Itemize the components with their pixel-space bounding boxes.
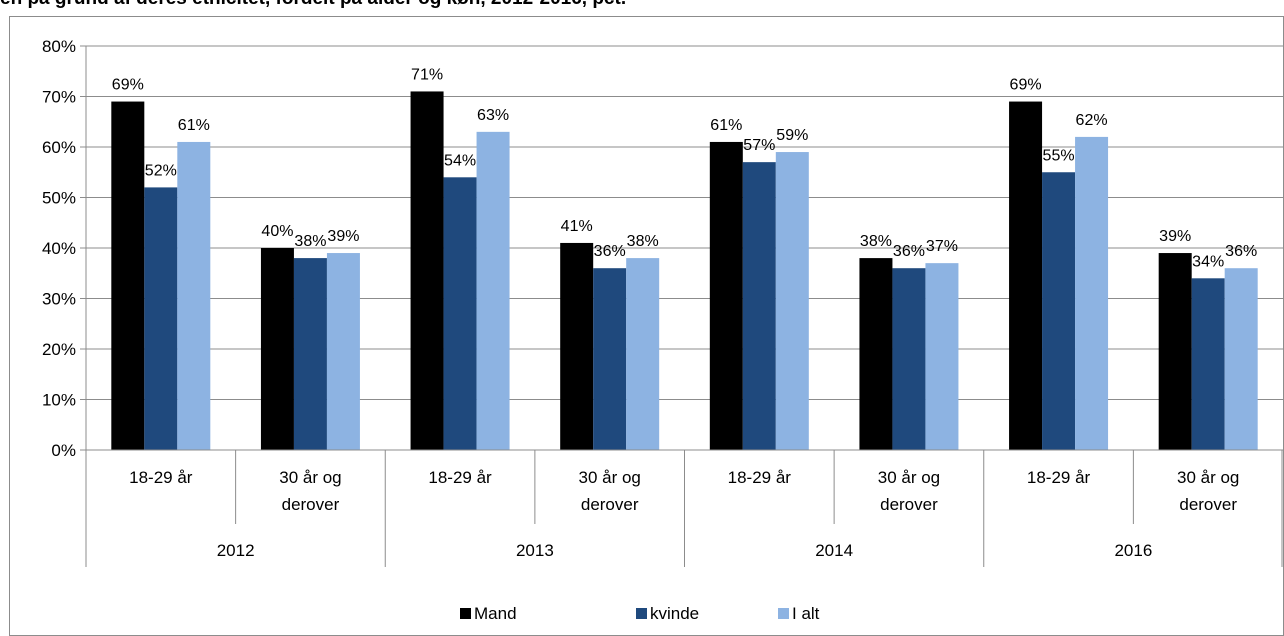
bar — [326, 253, 360, 450]
data-label: 52% — [145, 162, 177, 179]
bar — [560, 242, 594, 450]
legend-swatch — [636, 608, 647, 619]
data-label: 39% — [327, 228, 359, 245]
bar — [925, 263, 959, 450]
chart-frame: 0% 10% 20% 30% 40% 50% 60% 70% 80% 69% 40% 71% 41% 61… — [9, 16, 1284, 636]
bar — [742, 162, 776, 450]
bar — [1224, 268, 1258, 450]
x-tick-label: 18-29 år — [428, 468, 492, 487]
data-label: 41% — [561, 218, 593, 235]
data-label: 57% — [743, 137, 775, 154]
bar — [892, 268, 926, 450]
y-tick-label: 30% — [42, 290, 76, 309]
y-tick-label: 10% — [42, 391, 76, 410]
data-label: 59% — [776, 127, 808, 144]
data-label: 55% — [1043, 147, 1075, 164]
bar — [1075, 136, 1109, 450]
data-label: 62% — [1076, 112, 1108, 129]
x-tick-label: 18-29 år — [129, 468, 193, 487]
bar — [709, 141, 743, 450]
x-tick-label: derover — [581, 495, 639, 514]
bar — [775, 152, 809, 451]
y-tick-label: 0% — [51, 441, 76, 460]
data-label: 39% — [1159, 228, 1191, 245]
bar — [476, 131, 510, 450]
x-tick-label: 30 år og — [1177, 468, 1239, 487]
bar — [144, 187, 178, 450]
x-tick-label: derover — [1179, 495, 1237, 514]
x-tick-label: derover — [880, 495, 938, 514]
group-label: 2012 — [217, 541, 255, 560]
data-label: 36% — [893, 243, 925, 260]
bar — [1191, 278, 1225, 450]
y-tick-label: 60% — [42, 138, 76, 157]
y-tick-label: 40% — [42, 239, 76, 258]
group-label: 2014 — [815, 541, 853, 560]
bar — [293, 258, 327, 450]
bar — [111, 101, 145, 451]
data-label: 38% — [860, 233, 892, 250]
data-label: 38% — [294, 233, 326, 250]
legend-label: Mand — [474, 604, 517, 623]
x-tick-label: 30 år og — [279, 468, 341, 487]
data-label: 40% — [261, 223, 293, 240]
x-tick-label: 18-29 år — [728, 468, 792, 487]
data-label: 36% — [594, 243, 626, 260]
legend-swatch — [778, 608, 789, 619]
legend-label: I alt — [792, 604, 820, 623]
y-tick-label: 70% — [42, 88, 76, 107]
data-label: 34% — [1192, 253, 1224, 270]
bar — [410, 91, 444, 450]
x-tick-label: 30 år og — [878, 468, 940, 487]
data-label: 61% — [178, 117, 210, 134]
bar — [260, 248, 294, 450]
bar — [443, 177, 477, 451]
data-label: 38% — [627, 233, 659, 250]
x-tick-label: 30 år og — [578, 468, 640, 487]
legend-label: kvinde — [650, 604, 699, 623]
data-label: 69% — [1010, 77, 1042, 94]
bar — [626, 258, 660, 450]
data-label: 37% — [926, 238, 958, 255]
data-label: 63% — [477, 107, 509, 124]
y-tick-label: 50% — [42, 189, 76, 208]
data-label: 36% — [1225, 243, 1257, 260]
data-label: 71% — [411, 66, 443, 83]
bar — [177, 141, 211, 450]
legend-swatch — [460, 608, 471, 619]
bar — [1042, 172, 1076, 450]
chart-title: en på grund af deres etnicitet, fordelt … — [0, 0, 1284, 18]
bar — [1009, 101, 1043, 451]
data-label: 61% — [710, 117, 742, 134]
bar — [1158, 253, 1192, 450]
bar — [859, 258, 893, 450]
group-label: 2013 — [516, 541, 554, 560]
x-tick-label: 18-29 år — [1027, 468, 1091, 487]
x-tick-label: derover — [282, 495, 340, 514]
bar-chart: 0% 10% 20% 30% 40% 50% 60% 70% 80% 69% 40% 71% 41% 61… — [42, 37, 1283, 623]
data-label: 54% — [444, 152, 476, 169]
y-tick-label: 20% — [42, 340, 76, 359]
data-label: 69% — [112, 77, 144, 94]
y-tick-label: 80% — [42, 37, 76, 56]
group-label: 2016 — [1114, 541, 1152, 560]
bar — [593, 268, 627, 450]
